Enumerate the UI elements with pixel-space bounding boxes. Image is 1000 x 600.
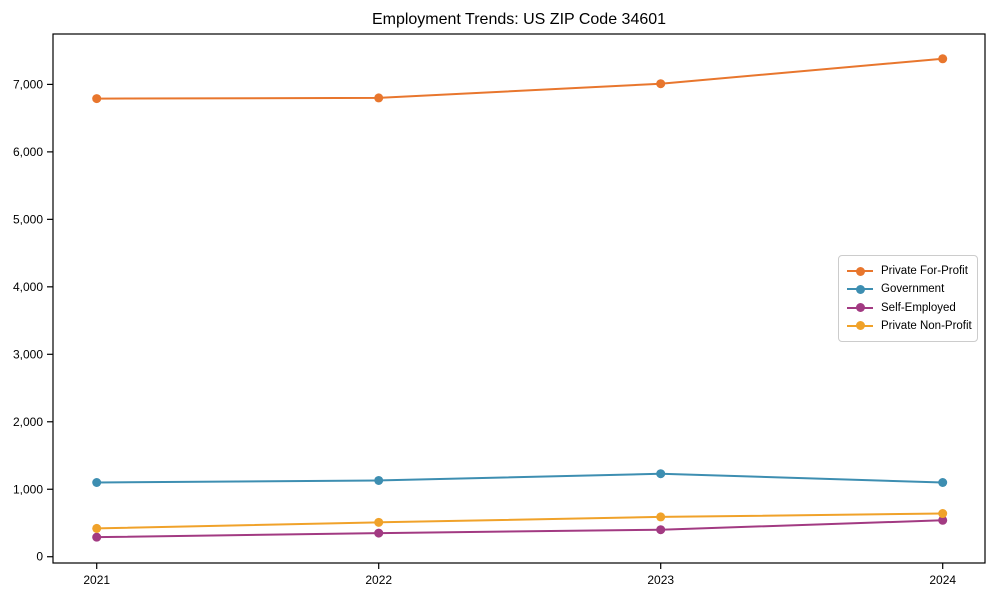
x-tick-label: 2021 xyxy=(83,573,110,587)
legend-item: Private For-Profit xyxy=(847,262,969,280)
chart-title: Employment Trends: US ZIP Code 34601 xyxy=(371,11,667,28)
y-tick-label: 7,000 xyxy=(13,77,43,91)
data-point-marker xyxy=(374,475,384,485)
legend-item: Private Non-Profit xyxy=(847,317,972,335)
legend-label: Private Non-Profit xyxy=(881,319,972,332)
series-line xyxy=(95,519,944,539)
y-tick-label: 4,000 xyxy=(13,280,43,294)
legend-item: Self-Employed xyxy=(847,299,969,317)
x-tick-label: 2023 xyxy=(647,573,674,587)
legend-label: Government xyxy=(881,283,945,296)
legend-label: Self-Employed xyxy=(881,301,956,314)
legend-item: Government xyxy=(847,280,969,298)
data-point-marker xyxy=(374,517,384,527)
data-point-marker xyxy=(938,54,948,64)
legend: Private For-Profit Government Self-Employe… xyxy=(838,255,978,342)
data-point-marker xyxy=(374,93,384,103)
series-line xyxy=(95,512,944,530)
series-line xyxy=(95,472,944,484)
data-point-marker xyxy=(92,94,102,104)
data-point-marker xyxy=(92,478,102,488)
data-point-marker xyxy=(656,79,666,89)
data-point-marker xyxy=(92,532,102,542)
y-tick-label: 5,000 xyxy=(13,212,43,226)
x-tick-label: 2024 xyxy=(929,573,956,587)
data-point-marker xyxy=(938,509,948,519)
data-point-marker xyxy=(938,515,948,525)
data-point-marker xyxy=(938,478,948,488)
data-point-marker xyxy=(374,528,384,538)
plot-border xyxy=(52,33,986,564)
y-tick-label: 0 xyxy=(36,550,43,564)
legend-marker-icon xyxy=(847,303,873,313)
y-tick-label: 1,000 xyxy=(13,482,43,496)
data-point-marker xyxy=(656,469,666,479)
series-line xyxy=(95,57,944,100)
y-tick-label: 6,000 xyxy=(13,145,43,159)
x-tick-label: 2022 xyxy=(365,573,392,587)
legend-marker-icon xyxy=(847,321,873,331)
data-point-marker xyxy=(656,512,666,522)
data-point-marker xyxy=(656,525,666,535)
legend-label: Private For-Profit xyxy=(881,265,968,277)
y-tick-label: 2,000 xyxy=(13,415,43,429)
legend-marker-icon xyxy=(847,266,873,276)
data-point-marker xyxy=(92,523,102,533)
legend-marker-icon xyxy=(847,284,873,294)
y-tick-label: 3,000 xyxy=(13,347,43,361)
